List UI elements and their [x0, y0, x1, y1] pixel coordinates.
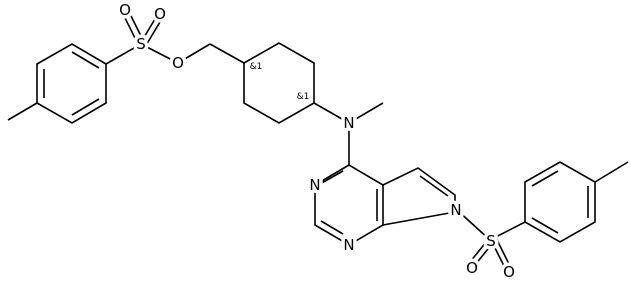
atom-label: N	[450, 201, 461, 219]
atom-label: S	[136, 35, 146, 53]
atom-label: O	[503, 263, 515, 281]
double-bond	[531, 217, 559, 234]
atom-label: N	[343, 114, 354, 132]
bond	[456, 209, 491, 241]
bond	[209, 43, 245, 64]
bond	[144, 16, 164, 48]
methyl-bond	[594, 161, 629, 183]
double-bond	[71, 98, 100, 116]
bond	[474, 243, 493, 266]
atom-label: S	[486, 232, 496, 250]
bond	[495, 237, 512, 269]
double-bond	[531, 170, 559, 187]
double-bond	[419, 175, 449, 197]
right-ring	[524, 161, 596, 243]
bond	[469, 240, 488, 263]
atom-label: O	[466, 259, 478, 277]
atom-label: O	[154, 5, 166, 23]
bond	[177, 43, 211, 64]
atom-label: O	[119, 1, 131, 19]
pyrrole	[382, 167, 456, 226]
atom-label: O	[172, 54, 184, 72]
bond	[121, 11, 139, 45]
double-bond	[319, 170, 344, 185]
atom-labels: O O S O &1 &1 N N N N S O O	[116, 0, 519, 285]
bond	[489, 221, 526, 241]
methyl-bond	[348, 102, 384, 124]
bond	[313, 102, 350, 124]
methyl-bond	[7, 102, 38, 121]
atom-label: N	[343, 236, 354, 254]
cyclohexane	[243, 42, 315, 124]
stereo-label: &1	[250, 62, 263, 72]
stereo-label: &1	[297, 92, 310, 102]
double-bond	[71, 51, 100, 69]
bond	[139, 13, 159, 45]
bond	[140, 43, 179, 64]
bond	[127, 9, 145, 43]
double-bond	[320, 220, 344, 235]
bond	[105, 43, 142, 65]
pyrimidine	[314, 164, 384, 246]
bond	[490, 239, 507, 271]
bonds	[7, 9, 629, 271]
atom-label: N	[309, 176, 320, 194]
left-ring	[36, 43, 107, 124]
